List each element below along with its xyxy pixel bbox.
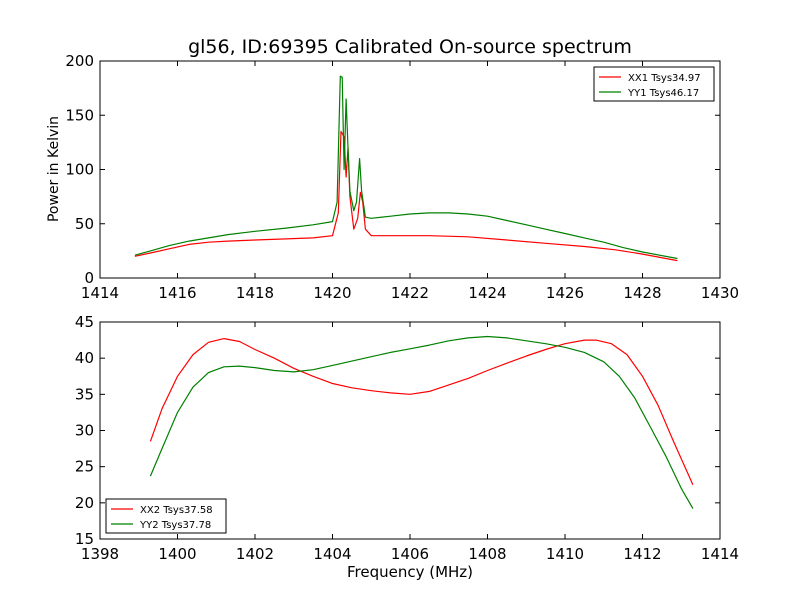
top-legend: XX1 Tsys34.97 YY1 Tsys46.17	[593, 66, 715, 102]
bottom-y-tick-label: 15	[75, 530, 94, 548]
bottom-x-tick-label: 1412	[623, 545, 661, 563]
bottom-y-tick-label: 20	[75, 494, 94, 512]
top-chart-title: gl56, ID:69395 Calibrated On-source spec…	[188, 36, 632, 58]
top-series-line-1	[134, 130, 678, 262]
top-x-tick-label: 1424	[468, 284, 506, 302]
top-y-tick-label: 100	[65, 161, 94, 179]
bottom-chart-xlabel: Frequency (MHz)	[347, 563, 473, 581]
top-y-tick-label: 150	[65, 106, 94, 124]
top-x-tick-label: 1430	[701, 284, 739, 302]
top-chart-ylabel: Power in Kelvin	[46, 116, 62, 222]
bottom-legend-label-1: XX2 Tsys37.58	[140, 505, 213, 516]
bottom-legend-box	[105, 498, 227, 534]
bottom-x-tick-label: 1404	[313, 545, 351, 563]
top-x-tick-label: 1414	[81, 284, 119, 302]
bottom-x-tick-label: 1408	[468, 545, 506, 563]
top-x-tick-label: 1420	[313, 284, 351, 302]
bottom-y-tick-label: 35	[75, 385, 94, 403]
top-x-tick-label: 1416	[158, 284, 196, 302]
top-legend-label-2: YY1 Tsys46.17	[627, 88, 699, 99]
top-legend-label-1: XX1 Tsys34.97	[628, 73, 701, 84]
top-series-line-2	[134, 75, 678, 260]
bottom-x-tick-label: 1414	[701, 545, 739, 563]
top-x-tick-label: 1422	[391, 284, 429, 302]
bottom-x-tick-label: 1410	[546, 545, 584, 563]
top-x-tick-label: 1418	[236, 284, 274, 302]
top-y-tick-label: 50	[75, 215, 94, 233]
bottom-x-tick-label: 1398	[81, 545, 119, 563]
bottom-x-tick-label: 1400	[158, 545, 196, 563]
bottom-y-tick-label: 45	[75, 313, 94, 331]
top-plot-area: 1414 1416 1418 1420 1422 1424 1426 1428 1430 0 50 1…	[65, 52, 739, 302]
bottom-y-tick-label: 40	[75, 349, 94, 367]
bottom-y-tick-label: 30	[75, 422, 94, 440]
top-x-tick-label: 1428	[623, 284, 661, 302]
bottom-legend-label-2: YY2 Tsys37.78	[139, 520, 211, 531]
top-y-tick-label: 0	[84, 269, 94, 287]
top-legend-box	[593, 66, 715, 102]
top-y-tick-label: 200	[65, 52, 94, 70]
bottom-series-line-2	[149, 335, 694, 509]
bottom-legend: XX2 Tsys37.58 YY2 Tsys37.78	[105, 498, 227, 534]
top-x-tick-label: 1426	[546, 284, 584, 302]
bottom-plot-area: 1398 1400 1402 1404 1406 1408 1410 1412 1414 15 20…	[75, 313, 739, 563]
bottom-series-line-1	[149, 338, 694, 486]
bottom-y-tick-label: 25	[75, 458, 94, 476]
bottom-x-tick-label: 1406	[391, 545, 429, 563]
bottom-x-tick-label: 1402	[236, 545, 274, 563]
